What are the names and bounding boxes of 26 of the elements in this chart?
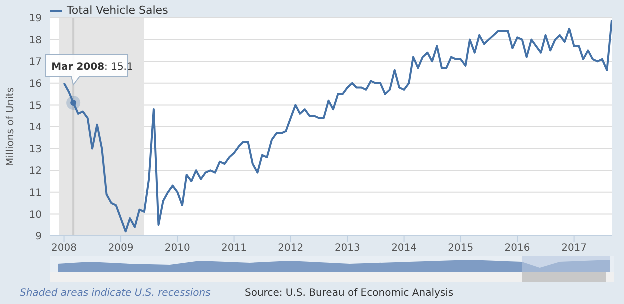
y-tick-label: 18: [29, 35, 42, 46]
x-tick-label: 2017: [562, 243, 588, 254]
y-tick-label: 11: [29, 188, 42, 199]
annotation: Mar 2008: 15.1: [52, 62, 134, 74]
y-tick-label: 14: [29, 122, 42, 134]
y-tick-label: 9: [36, 232, 42, 243]
x-tick-label: 2014: [392, 243, 418, 254]
x-tick-label: 2012: [278, 243, 304, 254]
source-note: Source: U.S. Bureau of Economic Analysis: [245, 288, 454, 299]
y-tick-label: 10: [29, 210, 42, 221]
y-tick-label: 12: [29, 166, 42, 178]
y-tick-label: 16: [29, 78, 42, 90]
text: Shaded areas indicate U.S. recessions: [20, 288, 211, 299]
legend-label: Total Vehicle Sales: [67, 4, 168, 17]
x-tick-label: 2016: [504, 243, 530, 254]
y-tick-label: 15: [29, 100, 42, 112]
y-tick-label: 13: [29, 144, 42, 156]
x-tick-label: 2011: [222, 243, 248, 254]
y-tick-label: 19: [29, 14, 42, 25]
x-tick-label: 2015: [448, 243, 474, 254]
x-tick-label: 2013: [334, 243, 360, 254]
x-tick-label: 2009: [108, 243, 134, 254]
x-tick-label: 2010: [164, 243, 190, 254]
x-tick-label: 2008: [52, 243, 77, 254]
y-axis-title: Millions of Units: [6, 88, 17, 166]
y-tick-label: 17: [29, 57, 42, 68]
